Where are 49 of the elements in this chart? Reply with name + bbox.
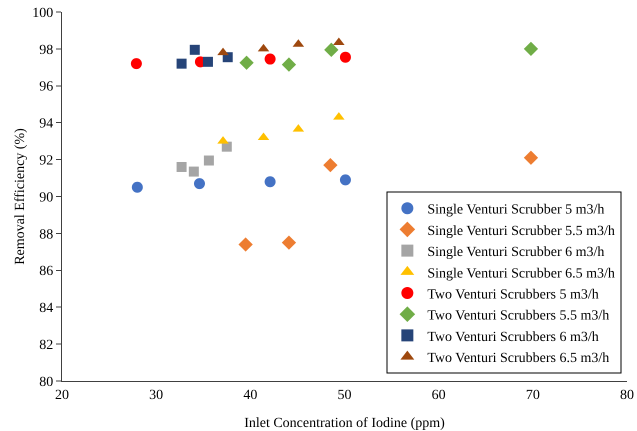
y-tick-label: 94 xyxy=(39,116,54,132)
y-tick-label: 86 xyxy=(39,264,54,280)
point xyxy=(323,158,338,172)
y-tick-label: 90 xyxy=(39,190,54,206)
point xyxy=(176,58,187,69)
x-tick-label: 30 xyxy=(149,388,164,403)
point xyxy=(324,42,338,57)
point xyxy=(204,156,214,166)
legend-label: Single Venturi Scrubber 5.5 m3/h xyxy=(427,224,615,239)
x-tick-label: 20 xyxy=(55,388,69,403)
x-tick-label: 40 xyxy=(243,388,258,403)
point xyxy=(239,56,254,70)
legend-label: Two Venturi Scrubbers 5 m3/h xyxy=(427,287,599,302)
point xyxy=(340,52,351,63)
point xyxy=(282,57,296,72)
y-tick-label: 98 xyxy=(39,42,54,58)
point xyxy=(282,235,296,250)
point xyxy=(524,150,538,165)
y-tick-label: 80 xyxy=(39,374,54,390)
point xyxy=(264,54,276,65)
y-tick-label: 82 xyxy=(39,338,54,353)
point xyxy=(340,174,351,186)
x-tick-label: 60 xyxy=(432,388,446,403)
legend-label: Two Venturi Scrubbers 6 m3/h xyxy=(427,330,599,345)
point xyxy=(264,176,276,188)
point xyxy=(202,56,213,67)
y-tick-label: 100 xyxy=(32,6,54,21)
legend-label: Two Venturi Scrubbers 5.5 m3/h xyxy=(427,308,610,324)
y-tick-label: 92 xyxy=(39,154,54,168)
y-tick-label: 88 xyxy=(39,227,54,242)
point xyxy=(188,166,199,177)
legend-label: Single Venturi Scrubber 6 m3/h xyxy=(427,245,604,260)
legend-label: Single Venturi Scrubber 5 m3/h xyxy=(427,202,604,218)
point xyxy=(132,182,143,193)
x-tick-label: 80 xyxy=(620,388,634,403)
y-tick-label: 96 xyxy=(39,80,54,95)
y-axis-title: Removal Efficiency (%) xyxy=(13,128,28,265)
x-tick-label: 50 xyxy=(338,388,352,403)
point xyxy=(524,42,538,56)
point xyxy=(190,44,200,55)
point xyxy=(176,162,187,172)
point xyxy=(130,58,142,70)
legend-label: Single Venturi Scrubber 6.5 m3/h xyxy=(427,266,615,282)
point xyxy=(238,237,253,252)
x-tick-label: 70 xyxy=(526,388,540,403)
y-tick-label: 84 xyxy=(39,301,54,316)
point xyxy=(194,178,205,190)
legend-label: Two Venturi Scrubbers 6.5 m3/h xyxy=(427,351,610,366)
x-axis-title: Inlet Concentration of Iodine (ppm) xyxy=(244,416,446,431)
